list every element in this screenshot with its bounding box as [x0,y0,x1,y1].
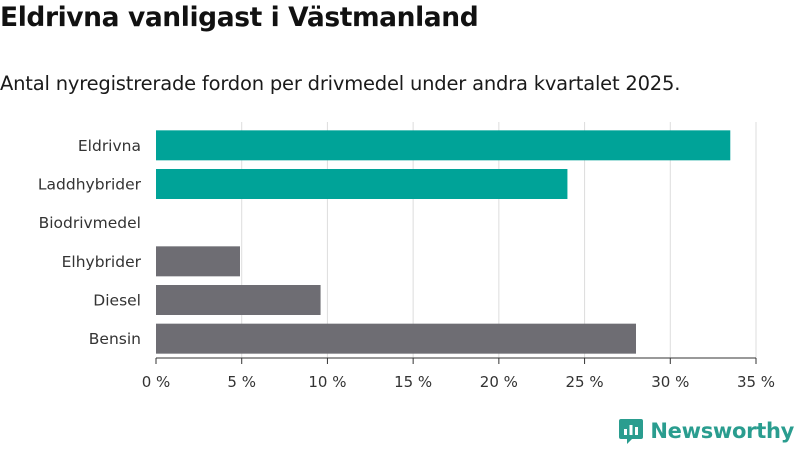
newsworthy-logo-icon [619,419,644,444]
chart-title: Eldrivna vanligast i Västmanland [0,2,479,33]
bar-4 [156,285,321,315]
bar-1 [156,169,568,199]
x-tick-label-0: 0 % [142,373,171,391]
x-tick-label-3: 15 % [394,373,432,391]
category-label-0: Eldrivna [78,137,141,155]
x-tick-label-2: 10 % [308,373,346,391]
category-label-5: Bensin [89,330,141,348]
category-label-3: Elhybrider [62,253,142,271]
category-label-2: Biodrivmedel [39,214,141,232]
chart-subtitle: Antal nyregistrerade fordon per drivmede… [0,72,681,95]
bar-3 [156,246,240,277]
x-tick-label-4: 20 % [480,373,518,391]
category-label-4: Diesel [93,292,141,310]
x-tick-label-5: 25 % [566,373,604,391]
x-tick-label-7: 35 % [737,373,775,391]
bar-0 [156,130,731,161]
x-tick-label-6: 30 % [651,373,689,391]
category-label-1: Laddhybrider [38,176,142,194]
x-tick-label-1: 5 % [227,373,256,391]
newsworthy-logo: Newsworthy [618,416,794,446]
bar-5 [156,323,636,354]
brand-name: Newsworthy [650,419,794,443]
